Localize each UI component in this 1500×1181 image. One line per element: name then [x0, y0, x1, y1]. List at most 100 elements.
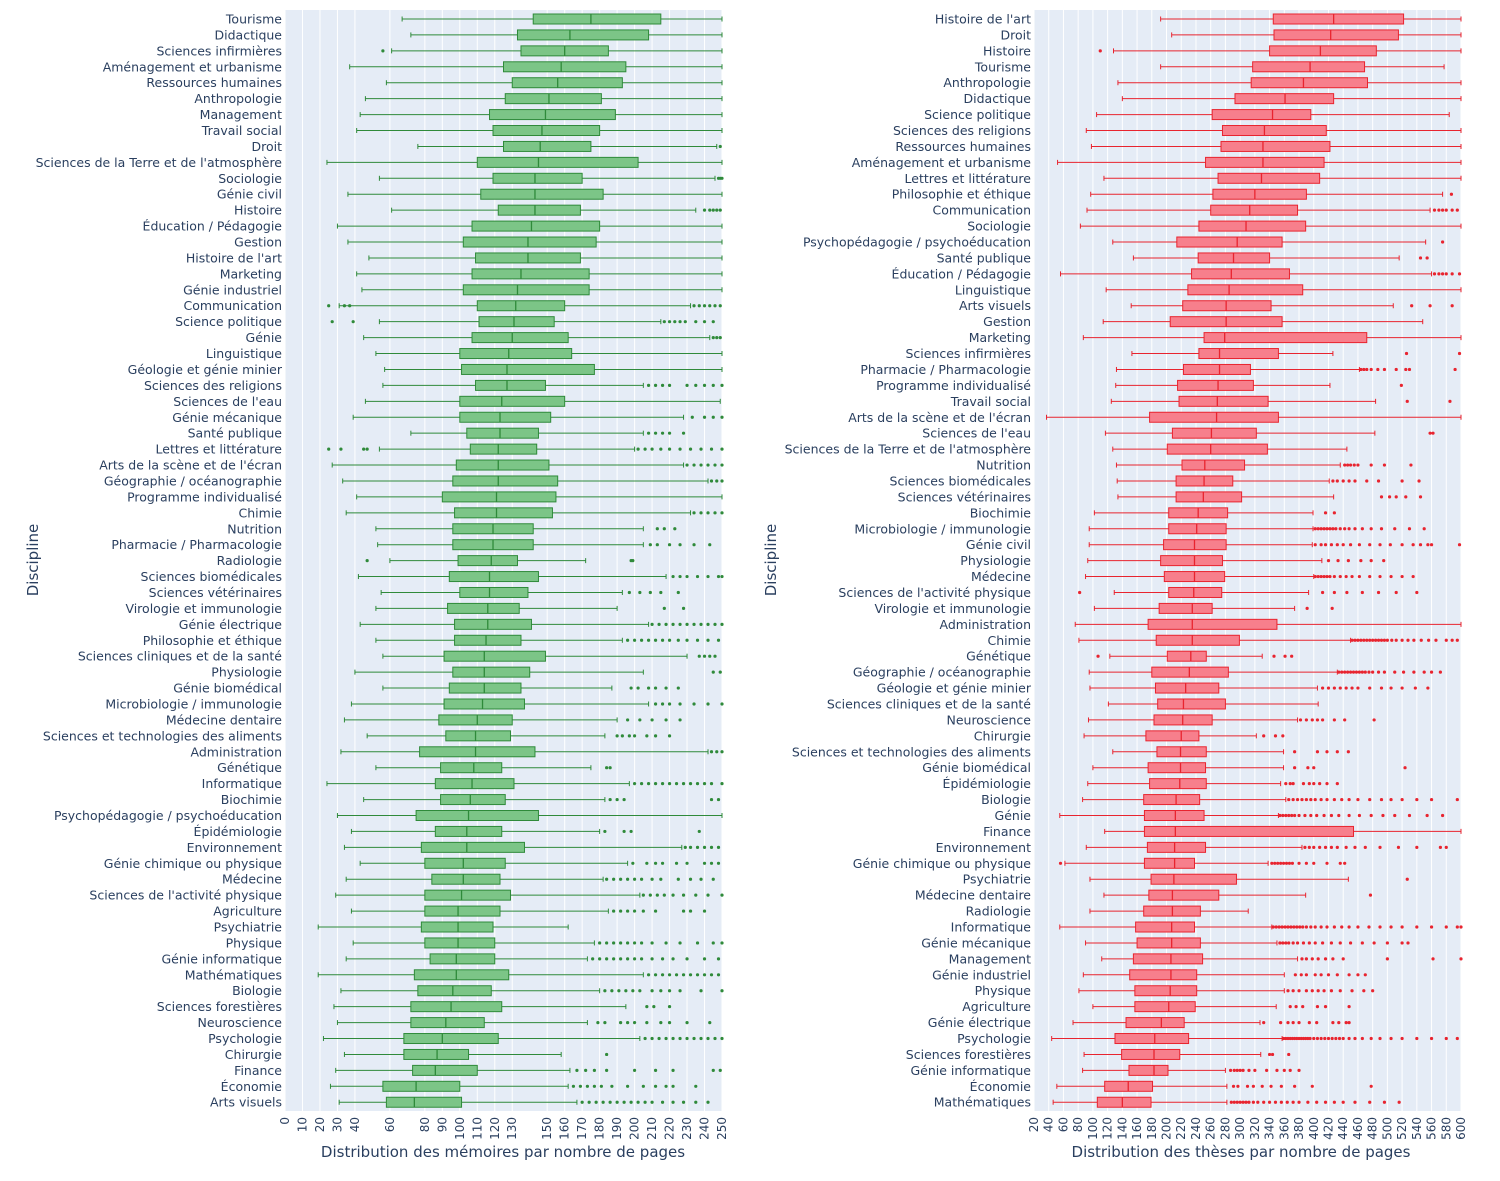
outlier-point — [1356, 686, 1360, 690]
outlier-point — [1455, 797, 1459, 802]
iqr-box — [1168, 586, 1223, 598]
box-g-ologie-et-g-nie-minier — [1089, 682, 1430, 694]
outlier-point — [1450, 208, 1454, 212]
box-science-politique — [1096, 109, 1450, 121]
iqr-box — [1151, 666, 1229, 678]
outlier-point — [1444, 272, 1448, 276]
outlier-point — [1332, 797, 1336, 802]
outlier-point — [713, 463, 717, 467]
iqr-box — [1114, 1033, 1190, 1045]
box-physique — [1078, 985, 1375, 997]
outlier-point — [1455, 925, 1459, 929]
outlier-point — [1247, 1100, 1251, 1104]
x-tick-label: 60 — [1056, 1117, 1070, 1132]
outlier-point — [685, 574, 689, 579]
box-chimie — [1078, 634, 1459, 646]
outlier-point — [1418, 256, 1423, 260]
outlier-point — [1374, 638, 1378, 642]
outlier-point — [1368, 1100, 1372, 1104]
box-gestion — [1102, 316, 1424, 328]
outlier-point — [1369, 527, 1373, 531]
category-label: Génie mécanique — [172, 410, 282, 425]
outlier-point — [660, 861, 665, 865]
outlier-point — [1058, 861, 1063, 865]
iqr-box — [480, 188, 604, 200]
right-y-axis-title: Discipline — [762, 524, 780, 597]
outlier-point — [1329, 845, 1334, 849]
outlier-point — [667, 320, 672, 324]
iqr-box — [476, 156, 639, 168]
outlier-point — [1425, 813, 1429, 818]
outlier-point — [1360, 590, 1364, 595]
outlier-point — [650, 1100, 654, 1104]
outlier-point — [612, 957, 616, 961]
iqr-box — [1135, 921, 1195, 933]
outlier-point — [1444, 1036, 1448, 1041]
box-g-nie-informatique — [345, 953, 721, 965]
category-label: Épidémiologie — [943, 776, 1032, 791]
iqr-box — [441, 491, 557, 503]
outlier-point — [1297, 861, 1301, 865]
box--conomie — [1056, 1080, 1373, 1092]
outlier-point — [639, 957, 644, 961]
category-label: Éducation / Pédagogie — [892, 266, 1032, 281]
outlier-point — [1371, 638, 1375, 642]
outlier-point — [1457, 543, 1462, 547]
category-label: Géologie et génie minier — [877, 681, 1032, 696]
outlier-point — [1415, 1036, 1419, 1041]
category-label: Sciences des religions — [144, 378, 282, 393]
category-label: Travail social — [201, 123, 282, 138]
outlier-point — [683, 845, 687, 849]
outlier-point — [711, 941, 715, 945]
outlier-point — [1281, 861, 1286, 865]
outlier-point — [1394, 367, 1398, 372]
box-linguistique — [1105, 284, 1462, 296]
box-sciences-foresti-res — [1083, 1048, 1291, 1060]
category-label: Neuroscience — [946, 712, 1031, 727]
iqr-box — [448, 682, 522, 694]
outlier-point — [716, 574, 721, 579]
x-tick-label: 80 — [418, 1117, 432, 1132]
outlier-point — [664, 686, 668, 690]
outlier-point — [688, 877, 693, 881]
outlier-point — [594, 1100, 598, 1104]
iqr-box — [420, 921, 494, 933]
outlier-point — [1368, 638, 1372, 642]
box-g-nie-civil — [347, 188, 723, 200]
outlier-point — [1291, 1100, 1295, 1104]
outlier-point — [659, 447, 663, 451]
box-arts-visuels — [1130, 300, 1454, 312]
outlier-point — [605, 877, 609, 881]
box-histoire-de-l-art — [368, 252, 723, 264]
iqr-box — [1210, 204, 1299, 216]
outlier-point — [1410, 304, 1414, 308]
outlier-point — [1287, 941, 1291, 945]
category-label: Neuroscience — [197, 1015, 282, 1030]
iqr-box — [1220, 140, 1331, 152]
x-tick-label: 260 — [1204, 1117, 1218, 1140]
outlier-point — [627, 590, 631, 595]
x-tick-label: 40 — [1042, 1117, 1056, 1132]
outlier-point — [1245, 1084, 1250, 1088]
outlier-point — [681, 431, 686, 435]
box-biologie — [1082, 794, 1459, 806]
outlier-point — [619, 941, 623, 945]
outlier-point — [664, 1036, 668, 1041]
iqr-box — [471, 220, 601, 232]
category-label: Chimie — [988, 633, 1032, 648]
box-anthropologie — [364, 93, 723, 105]
outlier-point — [1312, 1036, 1316, 1041]
left-y-axis-title: Discipline — [24, 524, 42, 597]
iqr-box — [466, 427, 539, 439]
outlier-point — [711, 1068, 715, 1072]
category-label: Linguistique — [955, 282, 1031, 297]
outlier-point — [695, 574, 700, 579]
box-m-decine — [345, 873, 715, 885]
outlier-point — [688, 845, 693, 849]
outlier-point — [657, 1036, 661, 1041]
outlier-point — [702, 909, 707, 913]
outlier-point — [681, 973, 686, 977]
outlier-point — [709, 797, 714, 802]
iqr-box — [1211, 109, 1312, 121]
box-biochimie — [363, 794, 721, 806]
